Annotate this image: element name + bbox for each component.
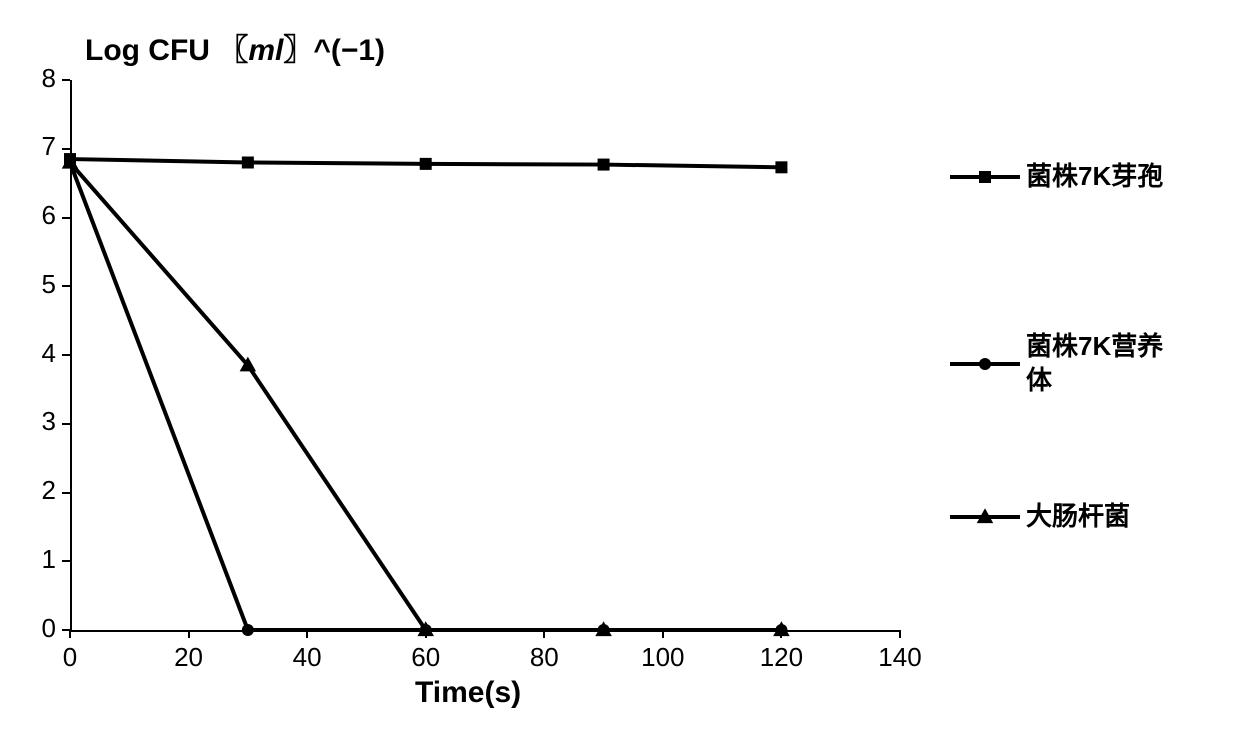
legend-label: 菌株7K营养体 (1026, 330, 1186, 398)
legend-item-2: 大肠杆菌 (950, 500, 1186, 534)
legend-label: 菌株7K芽孢 (1026, 160, 1186, 194)
legend-label: 大肠杆菌 (1026, 500, 1186, 534)
legend-item-0: 菌株7K芽孢 (950, 160, 1186, 194)
legend-swatch (950, 349, 1020, 379)
series-marker-1 (242, 624, 254, 636)
series-marker-0 (598, 159, 610, 171)
series-line-2 (70, 163, 781, 631)
legend-swatch (950, 502, 1020, 532)
series-line-1 (70, 163, 781, 631)
series-marker-0 (775, 161, 787, 173)
series-marker-0 (242, 157, 254, 169)
series-marker-0 (420, 158, 432, 170)
legend-swatch (950, 162, 1020, 192)
legend-item-1: 菌株7K营养体 (950, 330, 1186, 398)
chart-container: 012345678020406080100120140Log CFU 〖ml〗^… (0, 0, 1240, 749)
